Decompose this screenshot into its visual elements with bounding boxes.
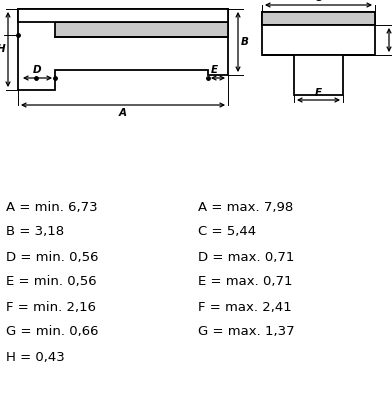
Text: D: D <box>33 65 42 75</box>
Polygon shape <box>262 12 375 25</box>
Text: G = max. 1,37: G = max. 1,37 <box>198 326 295 338</box>
Polygon shape <box>262 25 375 55</box>
Text: E: E <box>211 65 218 75</box>
Text: H: H <box>0 44 5 54</box>
Text: A = max. 7,98: A = max. 7,98 <box>198 200 293 214</box>
Text: C = 5,44: C = 5,44 <box>198 226 256 238</box>
Text: B: B <box>241 37 249 47</box>
Polygon shape <box>18 9 228 90</box>
Text: C: C <box>315 0 322 3</box>
Polygon shape <box>55 22 228 37</box>
Text: E = min. 0,56: E = min. 0,56 <box>6 276 96 288</box>
Text: F = min. 2,16: F = min. 2,16 <box>6 300 96 314</box>
Text: B = 3,18: B = 3,18 <box>6 226 64 238</box>
Text: A = min. 6,73: A = min. 6,73 <box>6 200 98 214</box>
Text: F = max. 2,41: F = max. 2,41 <box>198 300 292 314</box>
Text: A: A <box>119 108 127 118</box>
Text: D = max. 0,71: D = max. 0,71 <box>198 250 294 264</box>
Polygon shape <box>18 9 228 22</box>
Text: D = min. 0,56: D = min. 0,56 <box>6 250 98 264</box>
Polygon shape <box>262 55 375 95</box>
Text: F: F <box>315 88 322 98</box>
Text: H = 0,43: H = 0,43 <box>6 350 65 364</box>
Text: E = max. 0,71: E = max. 0,71 <box>198 276 292 288</box>
Polygon shape <box>262 12 375 25</box>
Text: G = min. 0,66: G = min. 0,66 <box>6 326 98 338</box>
